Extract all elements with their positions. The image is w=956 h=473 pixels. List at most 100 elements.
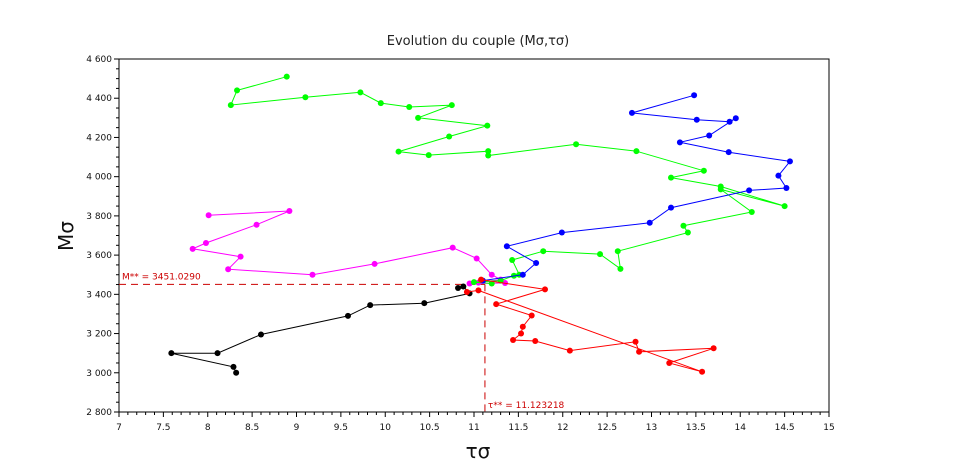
data-point bbox=[309, 271, 316, 278]
data-point bbox=[573, 141, 580, 148]
data-point bbox=[528, 312, 535, 319]
data-point bbox=[371, 260, 378, 267]
data-point bbox=[781, 203, 788, 210]
data-point bbox=[448, 102, 455, 109]
data-point bbox=[783, 185, 790, 192]
y-tick-label: 4 000 bbox=[86, 173, 112, 183]
data-point bbox=[415, 114, 422, 121]
data-point bbox=[425, 152, 432, 159]
x-tick-label: 14.5 bbox=[775, 423, 795, 433]
data-point bbox=[710, 345, 717, 352]
data-point bbox=[540, 248, 547, 255]
data-point bbox=[463, 288, 470, 295]
data-point bbox=[668, 174, 675, 181]
series-line bbox=[466, 279, 714, 373]
y-tick-label: 4 200 bbox=[86, 133, 112, 143]
y-tick-label: 4 400 bbox=[86, 94, 112, 104]
series-group bbox=[227, 73, 788, 287]
data-point bbox=[786, 158, 793, 165]
data-point bbox=[488, 271, 495, 278]
data-point bbox=[597, 251, 604, 258]
tau-star-label: τ** = 11.123218 bbox=[488, 401, 565, 411]
data-point bbox=[533, 259, 540, 266]
data-point bbox=[189, 245, 196, 252]
data-point bbox=[367, 302, 374, 309]
data-point bbox=[225, 266, 232, 273]
data-point bbox=[227, 102, 234, 109]
data-point bbox=[646, 219, 653, 226]
x-tick-label: 9.5 bbox=[334, 423, 348, 433]
series-group bbox=[463, 276, 717, 375]
data-point bbox=[395, 148, 402, 155]
data-point bbox=[460, 283, 467, 290]
x-tick-label: 11.5 bbox=[508, 423, 528, 433]
data-point bbox=[666, 359, 673, 366]
x-tick-label: 8.5 bbox=[245, 423, 259, 433]
x-axis-label: τσ bbox=[466, 439, 491, 463]
data-point bbox=[485, 148, 492, 155]
y-tick-label: 2 800 bbox=[86, 408, 112, 418]
data-point bbox=[775, 172, 782, 179]
data-point bbox=[258, 331, 264, 338]
x-tick-label: 7 bbox=[116, 423, 122, 433]
data-point bbox=[510, 337, 517, 344]
data-point bbox=[503, 243, 510, 250]
y-tick-label: 3 200 bbox=[86, 330, 112, 340]
data-point bbox=[286, 207, 293, 214]
data-point bbox=[344, 312, 351, 319]
data-point bbox=[473, 255, 480, 262]
data-point bbox=[493, 301, 500, 308]
data-point bbox=[205, 212, 212, 219]
data-point bbox=[253, 221, 260, 228]
x-tick-label: 13 bbox=[646, 423, 657, 433]
y-tick-label: 3 400 bbox=[86, 290, 112, 300]
data-point bbox=[455, 285, 462, 292]
x-tick-label: 8 bbox=[205, 423, 211, 433]
axis-ticks: 7 7.5 8 8.5 9 9.5 10 10.5 11 11.5 12 12.5 13 13.5 14 14… bbox=[86, 55, 834, 433]
data-point bbox=[449, 244, 456, 251]
data-point bbox=[617, 265, 624, 272]
data-point bbox=[732, 115, 739, 122]
data-series bbox=[168, 73, 793, 376]
data-point bbox=[717, 186, 724, 193]
x-tick-label: 11 bbox=[468, 423, 479, 433]
data-point bbox=[746, 187, 753, 194]
data-point bbox=[632, 338, 639, 345]
data-point bbox=[230, 363, 237, 370]
data-point bbox=[471, 279, 477, 286]
data-point bbox=[237, 253, 244, 260]
data-point bbox=[699, 368, 706, 375]
data-point bbox=[680, 222, 687, 229]
data-point bbox=[676, 139, 683, 146]
data-point bbox=[566, 347, 573, 354]
x-tick-label: 10.5 bbox=[420, 423, 440, 433]
data-point bbox=[509, 257, 516, 264]
data-point bbox=[518, 330, 525, 337]
data-point bbox=[691, 92, 698, 99]
y-tick-label: 3 800 bbox=[86, 212, 112, 222]
data-point bbox=[558, 229, 565, 236]
chart-title: Evolution du couple (Mσ,τσ) bbox=[387, 34, 570, 49]
data-point bbox=[283, 73, 290, 80]
x-tick-label: 9 bbox=[294, 423, 300, 433]
data-point bbox=[234, 87, 241, 94]
data-point bbox=[446, 133, 453, 140]
data-point bbox=[357, 89, 364, 96]
reference-lines bbox=[119, 283, 486, 412]
data-point bbox=[478, 276, 485, 283]
data-point bbox=[519, 323, 526, 330]
x-tick-label: 7.5 bbox=[156, 423, 170, 433]
x-tick-label: 12 bbox=[557, 423, 568, 433]
x-tick-label: 13.5 bbox=[686, 423, 706, 433]
data-point bbox=[700, 167, 707, 174]
series-group bbox=[479, 92, 793, 284]
data-point bbox=[168, 350, 175, 357]
y-tick-label: 3 000 bbox=[86, 369, 112, 379]
data-point bbox=[532, 338, 539, 345]
data-point bbox=[726, 118, 733, 125]
data-point bbox=[302, 94, 309, 101]
data-point bbox=[748, 208, 755, 215]
data-point bbox=[693, 116, 700, 123]
